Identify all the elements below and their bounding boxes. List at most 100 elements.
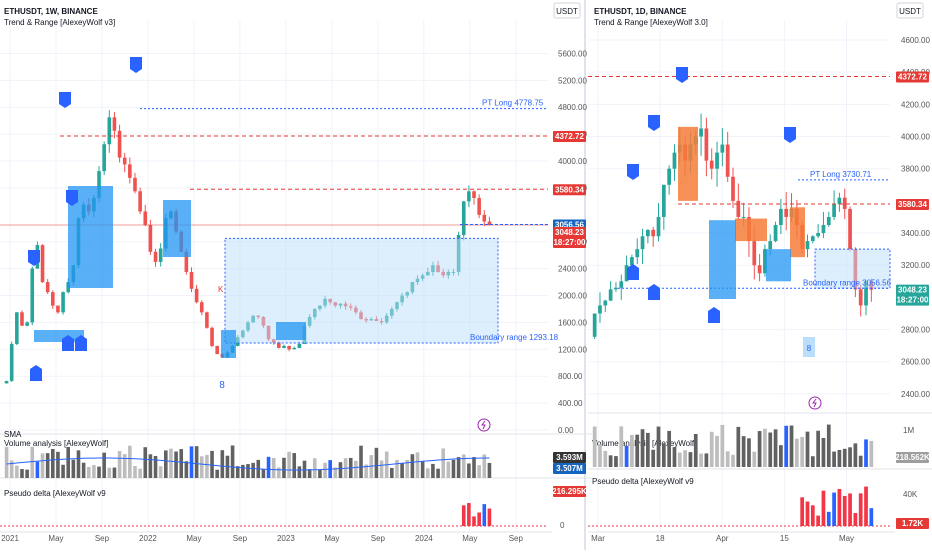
candle-body (102, 144, 106, 172)
candle-body (741, 216, 746, 218)
currency-button[interactable]: USDT (896, 2, 924, 19)
candle-body (864, 281, 868, 306)
volume-bar (635, 434, 640, 467)
candle-body (128, 164, 132, 178)
volume-bar (379, 460, 384, 478)
candle-body (51, 292, 55, 306)
volume-bar (461, 454, 466, 478)
volume-bar (405, 459, 410, 478)
volume-tick: 0 (560, 465, 565, 474)
currency-button[interactable]: USDT (553, 2, 581, 19)
candle-body (189, 271, 194, 289)
candle-body (619, 281, 624, 288)
price-badge: 18:27:00 (553, 238, 586, 247)
candle-body (215, 345, 219, 355)
candle-body (205, 312, 209, 328)
candle-body (773, 225, 778, 242)
candle-body (630, 257, 634, 266)
delta-bar (821, 490, 826, 526)
candle-body (45, 282, 50, 293)
volume-bar (598, 444, 602, 467)
volume-bar (102, 452, 106, 478)
candle-body (122, 157, 127, 165)
candle-body (848, 208, 852, 250)
delta-badge: 216.295K (552, 487, 587, 496)
volume-bar (869, 440, 874, 467)
price-tick: 4200.00 (901, 100, 930, 109)
volume-bar (282, 457, 286, 478)
volume-bar (81, 462, 86, 478)
volume-bar (9, 460, 14, 478)
volume-bar (779, 445, 783, 467)
candle-body (292, 347, 297, 350)
candle-body (184, 251, 189, 272)
delta-bar (810, 505, 815, 526)
time-tick: 15 (780, 534, 789, 543)
price-tick: 4000.00 (901, 133, 930, 142)
candle-body (635, 249, 640, 258)
currency-button-bg[interactable] (896, 2, 924, 19)
delta-badge-bg (553, 486, 586, 497)
delta-badge-bg (896, 518, 929, 529)
candle-body (477, 198, 481, 215)
candle-body (461, 201, 466, 235)
price-tick: 2400.00 (901, 390, 930, 399)
price-tick: 5200.00 (558, 76, 587, 85)
delta-bar (858, 493, 863, 526)
candle-body (472, 191, 476, 199)
time-tick: Sep (509, 534, 524, 543)
delta-bar (848, 493, 852, 526)
candle-body (651, 229, 656, 237)
price-badge: 4372.72 (898, 73, 927, 82)
signal-marker (75, 335, 87, 351)
volume-bar (864, 439, 868, 467)
signal-marker (30, 365, 42, 381)
volume-bar (374, 447, 379, 478)
price-badge-bg (896, 199, 929, 211)
volume-bar (184, 461, 189, 478)
price-badge-bg (896, 284, 929, 296)
volume-bar (4, 446, 9, 478)
signal-marker (66, 190, 78, 206)
volume-bar (720, 424, 725, 467)
volume-bar (725, 451, 730, 467)
volume-bar (715, 435, 719, 467)
volume-bar (651, 449, 656, 467)
price-tick: 1200.00 (558, 345, 587, 354)
price-tick: 400.00 (558, 399, 583, 408)
sma-line (6, 457, 490, 471)
candle-body (97, 171, 101, 199)
signal-marker (28, 250, 40, 266)
candle-body (20, 312, 24, 326)
price-tick: 3800.00 (901, 165, 930, 174)
volume-badge-bg (896, 452, 929, 463)
volume-bar (318, 469, 322, 478)
delta-badge: 1.72K (902, 519, 924, 528)
volume-bar (848, 447, 852, 467)
volume-bar (76, 450, 81, 478)
volume-bar (71, 459, 76, 478)
volume-badge-bg (553, 463, 586, 474)
price-badge: 3048.23 (898, 286, 927, 295)
wave-count-bg (803, 337, 815, 357)
volume-bar (482, 454, 487, 478)
volume-bar (179, 449, 184, 478)
candle-body (704, 128, 709, 161)
candle-body (837, 197, 842, 205)
volume-bar (640, 429, 645, 467)
currency-button-bg[interactable] (553, 2, 581, 19)
lightning-icon-glyph (812, 398, 817, 408)
volume-bar (148, 454, 153, 478)
price-badge-bg (896, 71, 929, 83)
candle-body (138, 191, 142, 212)
signal-marker (627, 164, 639, 180)
volume-bar (261, 469, 266, 478)
price-tick: 4600.00 (901, 36, 930, 45)
volume-bar (235, 466, 240, 478)
delta-bar (826, 511, 831, 526)
volume-bar (30, 446, 35, 478)
volume-bar (688, 452, 693, 467)
volume-bar (619, 426, 624, 467)
price-tick: 0.00 (558, 426, 574, 435)
candle-body (779, 208, 783, 225)
